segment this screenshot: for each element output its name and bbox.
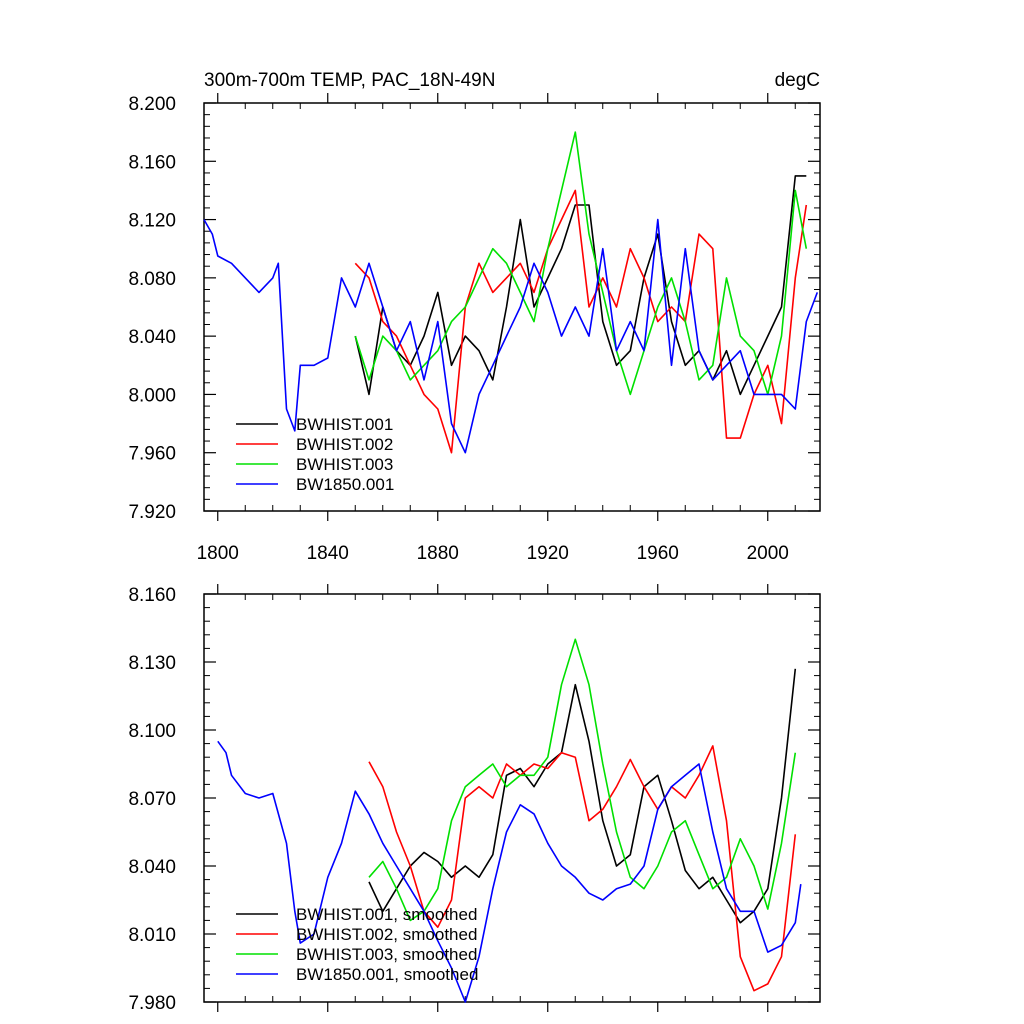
x-tick-labels: 1800 1840 1880 1920 1960 2000	[197, 543, 789, 564]
y-tick-label: 8.000	[128, 385, 176, 406]
chart-title: 300m-700m TEMP, PAC_18N-49N	[204, 70, 495, 91]
chart-units: degC	[775, 70, 820, 91]
x-tick-label: 1800	[197, 543, 239, 564]
legend-label: BW1850.001, smoothed	[296, 965, 478, 984]
y-tick-label: 8.160	[128, 585, 176, 606]
y-tick-label: 8.200	[128, 94, 176, 115]
y-tick-labels: 7.920 7.960 8.000 8.040 8.080 8.120 8.160 8.200	[128, 94, 176, 523]
bottom-chart: 7.980 8.010 8.040 8.070 8.100 8.130 8.160 BWHI…	[128, 584, 821, 1014]
axis-ticks	[204, 584, 820, 1012]
y-tick-label: 8.160	[128, 152, 176, 173]
y-tick-label: 8.130	[128, 653, 176, 674]
series-line	[354, 175, 807, 396]
series-line	[203, 218, 819, 454]
legend-label: BWHIST.002	[296, 435, 393, 454]
x-tick-label: 1960	[637, 543, 679, 564]
axis-ticks	[204, 93, 820, 521]
y-tick-labels: 7.980 8.010 8.040 8.070 8.100 8.130 8.160	[128, 585, 176, 1014]
y-tick-label: 7.960	[128, 444, 176, 465]
y-tick-label: 8.070	[128, 789, 176, 810]
x-tick-label: 2000	[747, 543, 789, 564]
plot-frame	[203, 102, 821, 512]
legend-label: BWHIST.003	[296, 455, 393, 474]
series-line	[354, 131, 808, 396]
y-tick-label: 8.040	[128, 857, 176, 878]
y-tick-label: 8.120	[128, 211, 176, 232]
y-tick-label: 8.010	[128, 925, 176, 946]
y-tick-label: 8.080	[128, 269, 176, 290]
legend-label: BWHIST.001, smoothed	[296, 905, 477, 924]
series-line	[217, 740, 802, 1003]
series-lines	[203, 131, 819, 454]
x-tick-label: 1920	[527, 543, 569, 564]
legend-label: BWHIST.001	[296, 415, 393, 434]
y-tick-label: 7.920	[128, 502, 176, 523]
legend-label: BW1850.001	[296, 475, 394, 494]
x-tick-label: 1880	[417, 543, 459, 564]
top-chart: 300m-700m TEMP, PAC_18N-49N degC 7.9207.…	[128, 70, 821, 564]
y-tick-label: 8.100	[128, 721, 176, 742]
y-tick-label: 7.980	[128, 993, 176, 1014]
series-lines	[217, 638, 802, 1003]
x-tick-label: 1840	[307, 543, 349, 564]
series-line	[368, 745, 797, 992]
series-line	[354, 189, 808, 454]
legend-label: BWHIST.002, smoothed	[296, 925, 477, 944]
legend-label: BWHIST.003, smoothed	[296, 945, 477, 964]
series-line	[368, 668, 797, 924]
y-tick-label: 8.040	[128, 327, 176, 348]
